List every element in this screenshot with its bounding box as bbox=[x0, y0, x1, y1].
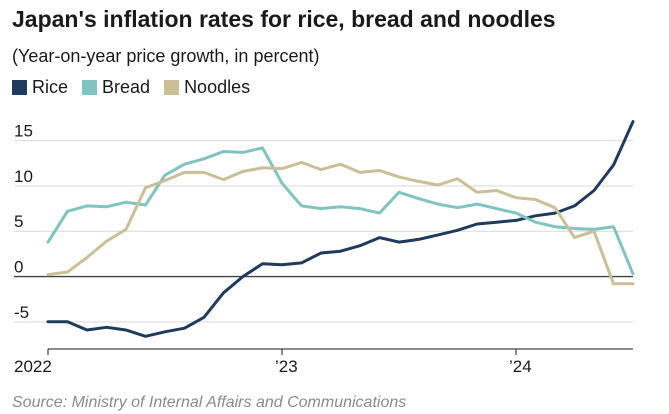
x-tick-label: ’24 bbox=[509, 357, 532, 376]
series-line-rice bbox=[46, 120, 635, 338]
series-line-bread bbox=[46, 146, 635, 276]
legend-label-noodles: Noodles bbox=[184, 77, 251, 97]
y-tick-label: -5 bbox=[14, 303, 29, 322]
legend-swatch-noodles bbox=[164, 80, 180, 95]
y-axis-labels: -5 0 5 10 15 bbox=[14, 122, 33, 322]
x-tick-label: 2022 bbox=[14, 357, 52, 376]
x-axis: 2022 ’23 ’24 bbox=[14, 348, 633, 376]
y-tick-label: 0 bbox=[14, 258, 23, 277]
legend-swatch-rice bbox=[12, 80, 27, 95]
series-line-noodles bbox=[46, 160, 635, 286]
chart-title: Japan's inflation rates for rice, bread … bbox=[12, 6, 556, 32]
legend-label-bread: Bread bbox=[102, 77, 151, 97]
legend: Rice Bread Noodles bbox=[12, 77, 264, 98]
x-tick-label: ’23 bbox=[275, 357, 298, 376]
chart-subtitle: (Year-on-year price growth, in percent) bbox=[12, 46, 320, 66]
legend-item-bread: Bread bbox=[82, 77, 150, 98]
legend-item-noodles: Noodles bbox=[164, 77, 250, 98]
series-lines bbox=[46, 120, 635, 338]
legend-item-rice: Rice bbox=[12, 77, 68, 98]
y-tick-label: 10 bbox=[14, 167, 33, 186]
source-note: Source: Ministry of Internal Affairs and… bbox=[12, 394, 407, 411]
legend-label-rice: Rice bbox=[32, 77, 69, 97]
legend-swatch-bread bbox=[82, 80, 98, 95]
y-tick-label: 15 bbox=[14, 122, 33, 141]
gridlines bbox=[14, 140, 633, 323]
y-tick-label: 5 bbox=[14, 212, 23, 231]
